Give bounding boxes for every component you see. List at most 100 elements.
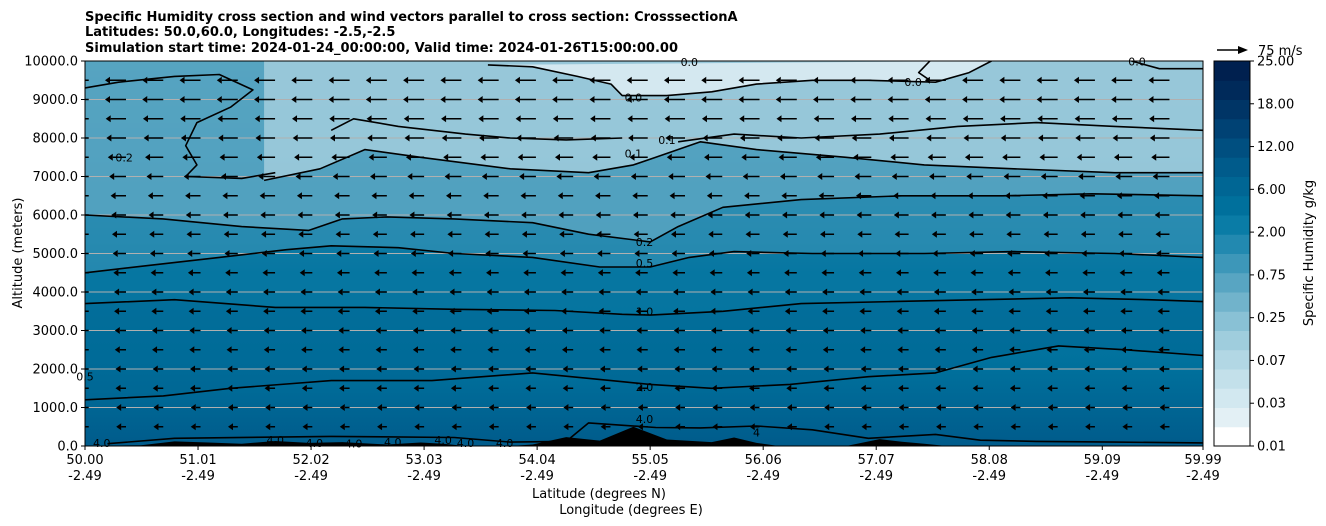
wind-vector-head: [477, 96, 483, 103]
wind-vector-head: [153, 423, 159, 431]
wind-vector-head: [823, 384, 829, 392]
wind-vector-head: [485, 250, 491, 257]
x-tick-label-longitude: -2.49: [68, 469, 102, 484]
wind-vector-head: [556, 173, 562, 180]
wind-vector-head: [746, 269, 752, 277]
wind-vector-head: [301, 365, 307, 373]
contour-label: 4: [753, 427, 760, 440]
contour-label: 4.0: [93, 437, 111, 450]
wind-vector-head: [964, 153, 970, 161]
wind-vector-head: [150, 269, 156, 277]
wind-vector-head: [1010, 404, 1016, 411]
wind-vector-head: [1006, 230, 1012, 238]
wind-vector-head: [669, 192, 675, 200]
wind-vector-head: [963, 134, 969, 142]
wind-vector-head: [1119, 269, 1125, 277]
wind-vector-head: [186, 230, 192, 238]
wind-vector-head: [1113, 153, 1119, 161]
wind-vector-head: [557, 192, 563, 200]
wind-vector-head: [1148, 96, 1154, 103]
wind-vector-head: [377, 423, 383, 431]
wind-vector-head: [1047, 384, 1053, 392]
wind-vector-head: [524, 327, 530, 334]
quiver-key-label: 75 m/s: [1258, 44, 1303, 59]
wind-vector-head: [301, 384, 307, 392]
wind-vector-head: [1158, 346, 1164, 354]
wind-vector-head: [776, 115, 782, 123]
wind-vector-head: [1009, 327, 1015, 334]
wind-vector-head: [180, 134, 186, 142]
wind-vector-head: [302, 404, 308, 411]
wind-vector-head: [104, 96, 110, 103]
wind-vector-head: [225, 307, 231, 315]
wind-vector-head: [337, 288, 343, 296]
wind-vector-head: [784, 269, 790, 277]
wind-vector-head: [895, 269, 901, 277]
wind-vector-head: [414, 423, 420, 431]
wind-vector-head: [104, 76, 110, 84]
wind-vector-head: [521, 230, 527, 238]
wind-vector-head: [927, 153, 933, 161]
wind-vector-head: [850, 76, 856, 84]
wind-vector-head: [561, 346, 567, 354]
y-axis: 0.0 1000.0 2000.0 3000.0 4000.0 5000.0 6000.0 7…: [24, 55, 85, 455]
wind-vector-head: [1010, 423, 1016, 431]
wind-vector-head: [441, 115, 447, 123]
wind-vector-head: [264, 365, 270, 373]
wind-vector-head: [971, 288, 977, 296]
contour-line: [263, 141, 1203, 182]
wind-vector-head: [671, 250, 677, 257]
wind-vector-head: [962, 76, 968, 84]
wind-vector-head: [478, 115, 484, 123]
colorbar-tick-label: 0.25: [1257, 311, 1286, 326]
wind-vector-head: [931, 230, 937, 238]
contour-label: 4.0: [636, 413, 654, 426]
wind-vectors: [85, 76, 1170, 431]
wind-vector-head: [966, 173, 972, 180]
colorbar-swatch: [1214, 407, 1250, 428]
wind-vector-head: [520, 192, 526, 200]
colorbar-swatch: [1214, 99, 1250, 120]
wind-vector-head: [216, 76, 222, 84]
wind-vector-head: [405, 153, 411, 161]
wind-vector-head: [1083, 346, 1089, 354]
wind-vector-head: [114, 346, 120, 354]
wind-vector-head: [1044, 250, 1050, 257]
wind-vector-head: [298, 230, 304, 238]
wind-vector-head: [486, 307, 492, 315]
wind-vector-head: [1122, 423, 1128, 431]
wind-vector-head: [1158, 384, 1164, 392]
wind-vector-head: [216, 96, 222, 103]
wind-vector-head: [297, 211, 303, 219]
wind-vector-head: [226, 346, 232, 354]
wind-vector-head: [449, 288, 455, 296]
wind-vector-head: [813, 115, 819, 123]
wind-vector-head: [1112, 134, 1118, 142]
wind-vector-head: [291, 96, 297, 103]
wind-vector-head: [524, 346, 530, 354]
wind-vector-head: [339, 365, 345, 373]
wind-vector-head: [822, 346, 828, 354]
wind-vector-head: [296, 192, 302, 200]
wind-vector-head: [747, 307, 753, 315]
wind-vector-head: [188, 288, 194, 296]
wind-vector-head: [189, 327, 195, 334]
wind-vector-head: [376, 384, 382, 392]
wind-vector-head: [365, 96, 371, 103]
wind-vector-head: [930, 192, 936, 200]
wind-vector-head: [786, 423, 792, 431]
wind-vector-head: [712, 423, 718, 431]
wind-vector-head: [149, 250, 155, 257]
wind-vector-head: [403, 115, 409, 123]
wind-vector-head: [786, 365, 792, 373]
wind-vector-head: [180, 115, 186, 123]
wind-vector-head: [971, 327, 977, 334]
x-tick-label-latitude: 59.09: [1084, 453, 1121, 468]
wind-vector-head: [263, 288, 269, 296]
wind-vector-head: [142, 115, 148, 123]
wind-vector-head: [637, 384, 643, 392]
wind-vector-head: [449, 307, 455, 315]
wind-vector-head: [371, 192, 377, 200]
wind-vector-head: [525, 365, 531, 373]
wind-vector-head: [450, 384, 456, 392]
